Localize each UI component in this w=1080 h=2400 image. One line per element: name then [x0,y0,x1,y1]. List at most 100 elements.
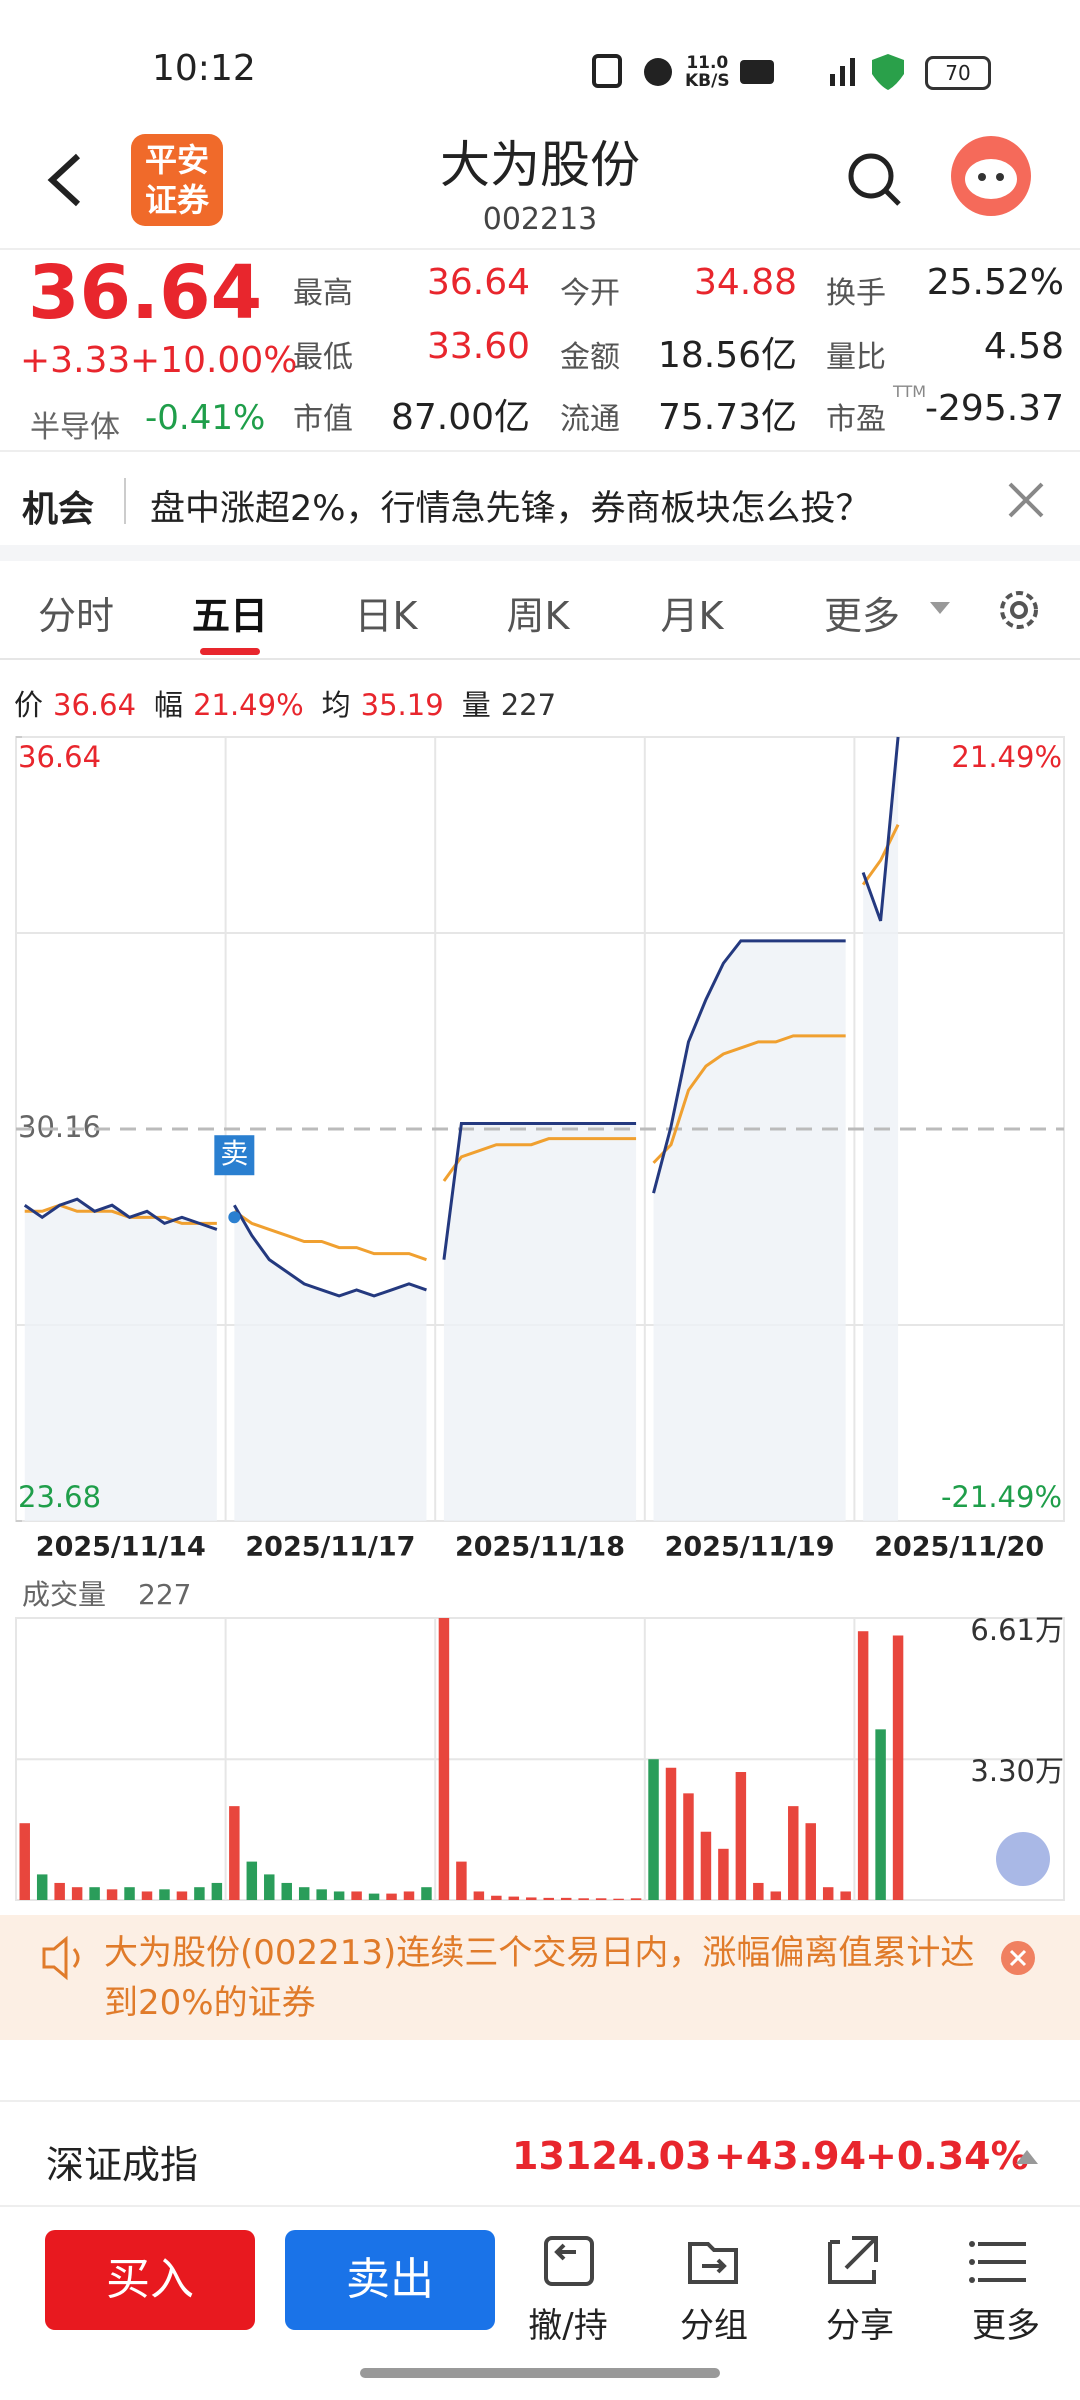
volume-bar [106,1889,118,1900]
volume-bar [211,1882,223,1900]
stat-label: 最高 [293,276,353,311]
stat-value: 36.64 [426,262,530,303]
volume-bar [805,1823,816,1900]
volume-bar [176,1891,188,1900]
volume-bar [753,1882,764,1900]
net-speed-value: 11.0 [686,53,729,73]
volume-bar [735,1772,747,1900]
stat-value: -295.37 [925,388,1064,429]
tab[interactable]: 分时 [37,594,114,638]
close-news[interactable] [1006,480,1046,520]
x-tick-label: 2025/11/19 [665,1532,835,1563]
volume-bar [421,1887,432,1900]
buy-button[interactable]: 买入 [45,2230,255,2330]
volume-bar [246,1861,258,1900]
index-name: 深证成指 [46,2143,199,2187]
stat-value: 87.00亿 [390,397,530,438]
avg-line [652,1034,846,1164]
nav-item[interactable]: 更多 [972,2306,1040,2346]
price-line [652,939,846,1194]
tab[interactable]: 更多 [823,594,900,638]
index-change-pct: +0.34% [865,2134,1029,2178]
index-arrow[interactable] [1016,2148,1038,2166]
volume-tick-label: 3.30万 [970,1754,1064,1788]
volume-bar [595,1898,607,1900]
alert-box [0,1915,1080,2040]
avg-line [442,1137,637,1182]
volume-bar [124,1887,135,1900]
broker-logo[interactable]: 平安 证券 [131,134,223,226]
volume-bar [665,1767,677,1900]
net-speed: 11.0 KB/S [685,54,730,90]
tab[interactable]: 五日 [191,594,268,638]
info-label: 幅 [154,688,184,722]
status-time: 10:12 [152,48,256,89]
index-value: 13124.03 [512,2134,712,2178]
volume-bar [281,1882,292,1900]
pct-label: 21.49% [951,740,1062,774]
expand-button[interactable] [996,1832,1050,1886]
nav-item[interactable]: 分组 [680,2306,748,2346]
info-value: 21.49% [193,688,304,722]
x-tick-label: 2025/11/17 [245,1532,415,1563]
volume-bar [89,1887,100,1900]
sell-button[interactable]: 卖出 [285,2230,495,2330]
nav-item[interactable]: 撤/持 [528,2306,608,2346]
stat-label: 市值 [293,402,353,437]
price-area [234,1205,427,1521]
volume-bar [194,1887,205,1900]
stat-label: 今开 [560,276,620,311]
volume-bar [526,1897,537,1900]
info-value: 227 [500,688,557,722]
last-price: 36.64 [28,250,263,336]
logo-line: 平安 [144,141,209,179]
volume-tick-label: 6.61万 [970,1613,1064,1647]
volume-bar [630,1898,642,1900]
tab-underline [200,648,260,655]
more-arrow[interactable] [930,598,950,618]
tab[interactable]: 周K [506,594,570,638]
divider [0,248,1080,250]
avg-line [233,1210,427,1262]
battery: 70 [925,56,991,90]
volume-bar [700,1831,712,1900]
stat-label: 换手 [826,276,886,311]
settings-button[interactable] [994,585,1044,635]
stat-value: 25.52% [926,262,1064,303]
info-value: 36.64 [53,688,137,722]
price-change: +3.33 [20,340,131,381]
tab[interactable]: 日K [354,594,418,638]
nav-item[interactable]: 分享 [826,2306,894,2346]
stat-label: 流通 [560,402,620,437]
volume-bar [141,1891,153,1900]
net-speed-unit: KB/S [685,71,730,91]
stat-label: 市盈 [826,402,886,437]
volume-bar [456,1861,467,1900]
tab[interactable]: 月K [660,594,724,638]
volume-bar [648,1759,659,1900]
stat-value: 4.58 [983,326,1064,367]
x-tick-label: 2025/11/20 [874,1532,1044,1563]
chart-info: 价 36.64 幅 21.49% 均 35.19 量 227 [14,682,574,724]
sell-dot [228,1211,241,1224]
stat-label: 金额 [560,340,620,375]
info-value: 35.19 [360,688,444,722]
price-change-pct: +10.00% [130,340,298,381]
back-button[interactable] [40,150,90,210]
sector-name: 半导体 [30,410,120,445]
pe-tag: TTM [893,382,927,401]
nav-icons [544,2236,1026,2286]
info-label: 价 [14,688,44,722]
news-text[interactable]: 盘中涨超2%，行情急先锋，券商板块怎么投？ [150,489,871,529]
close-alert[interactable] [998,1938,1038,1978]
stock-name: 大为股份 [440,136,640,194]
stock-code: 002213 [482,202,598,237]
y-tick-label: 36.64 [18,740,101,774]
volume-bar [892,1635,904,1900]
volume-bar [788,1806,799,1900]
volume-bar [543,1897,554,1900]
search-button[interactable] [845,150,905,210]
avatar[interactable] [950,135,1032,217]
volume-bar [770,1891,782,1900]
